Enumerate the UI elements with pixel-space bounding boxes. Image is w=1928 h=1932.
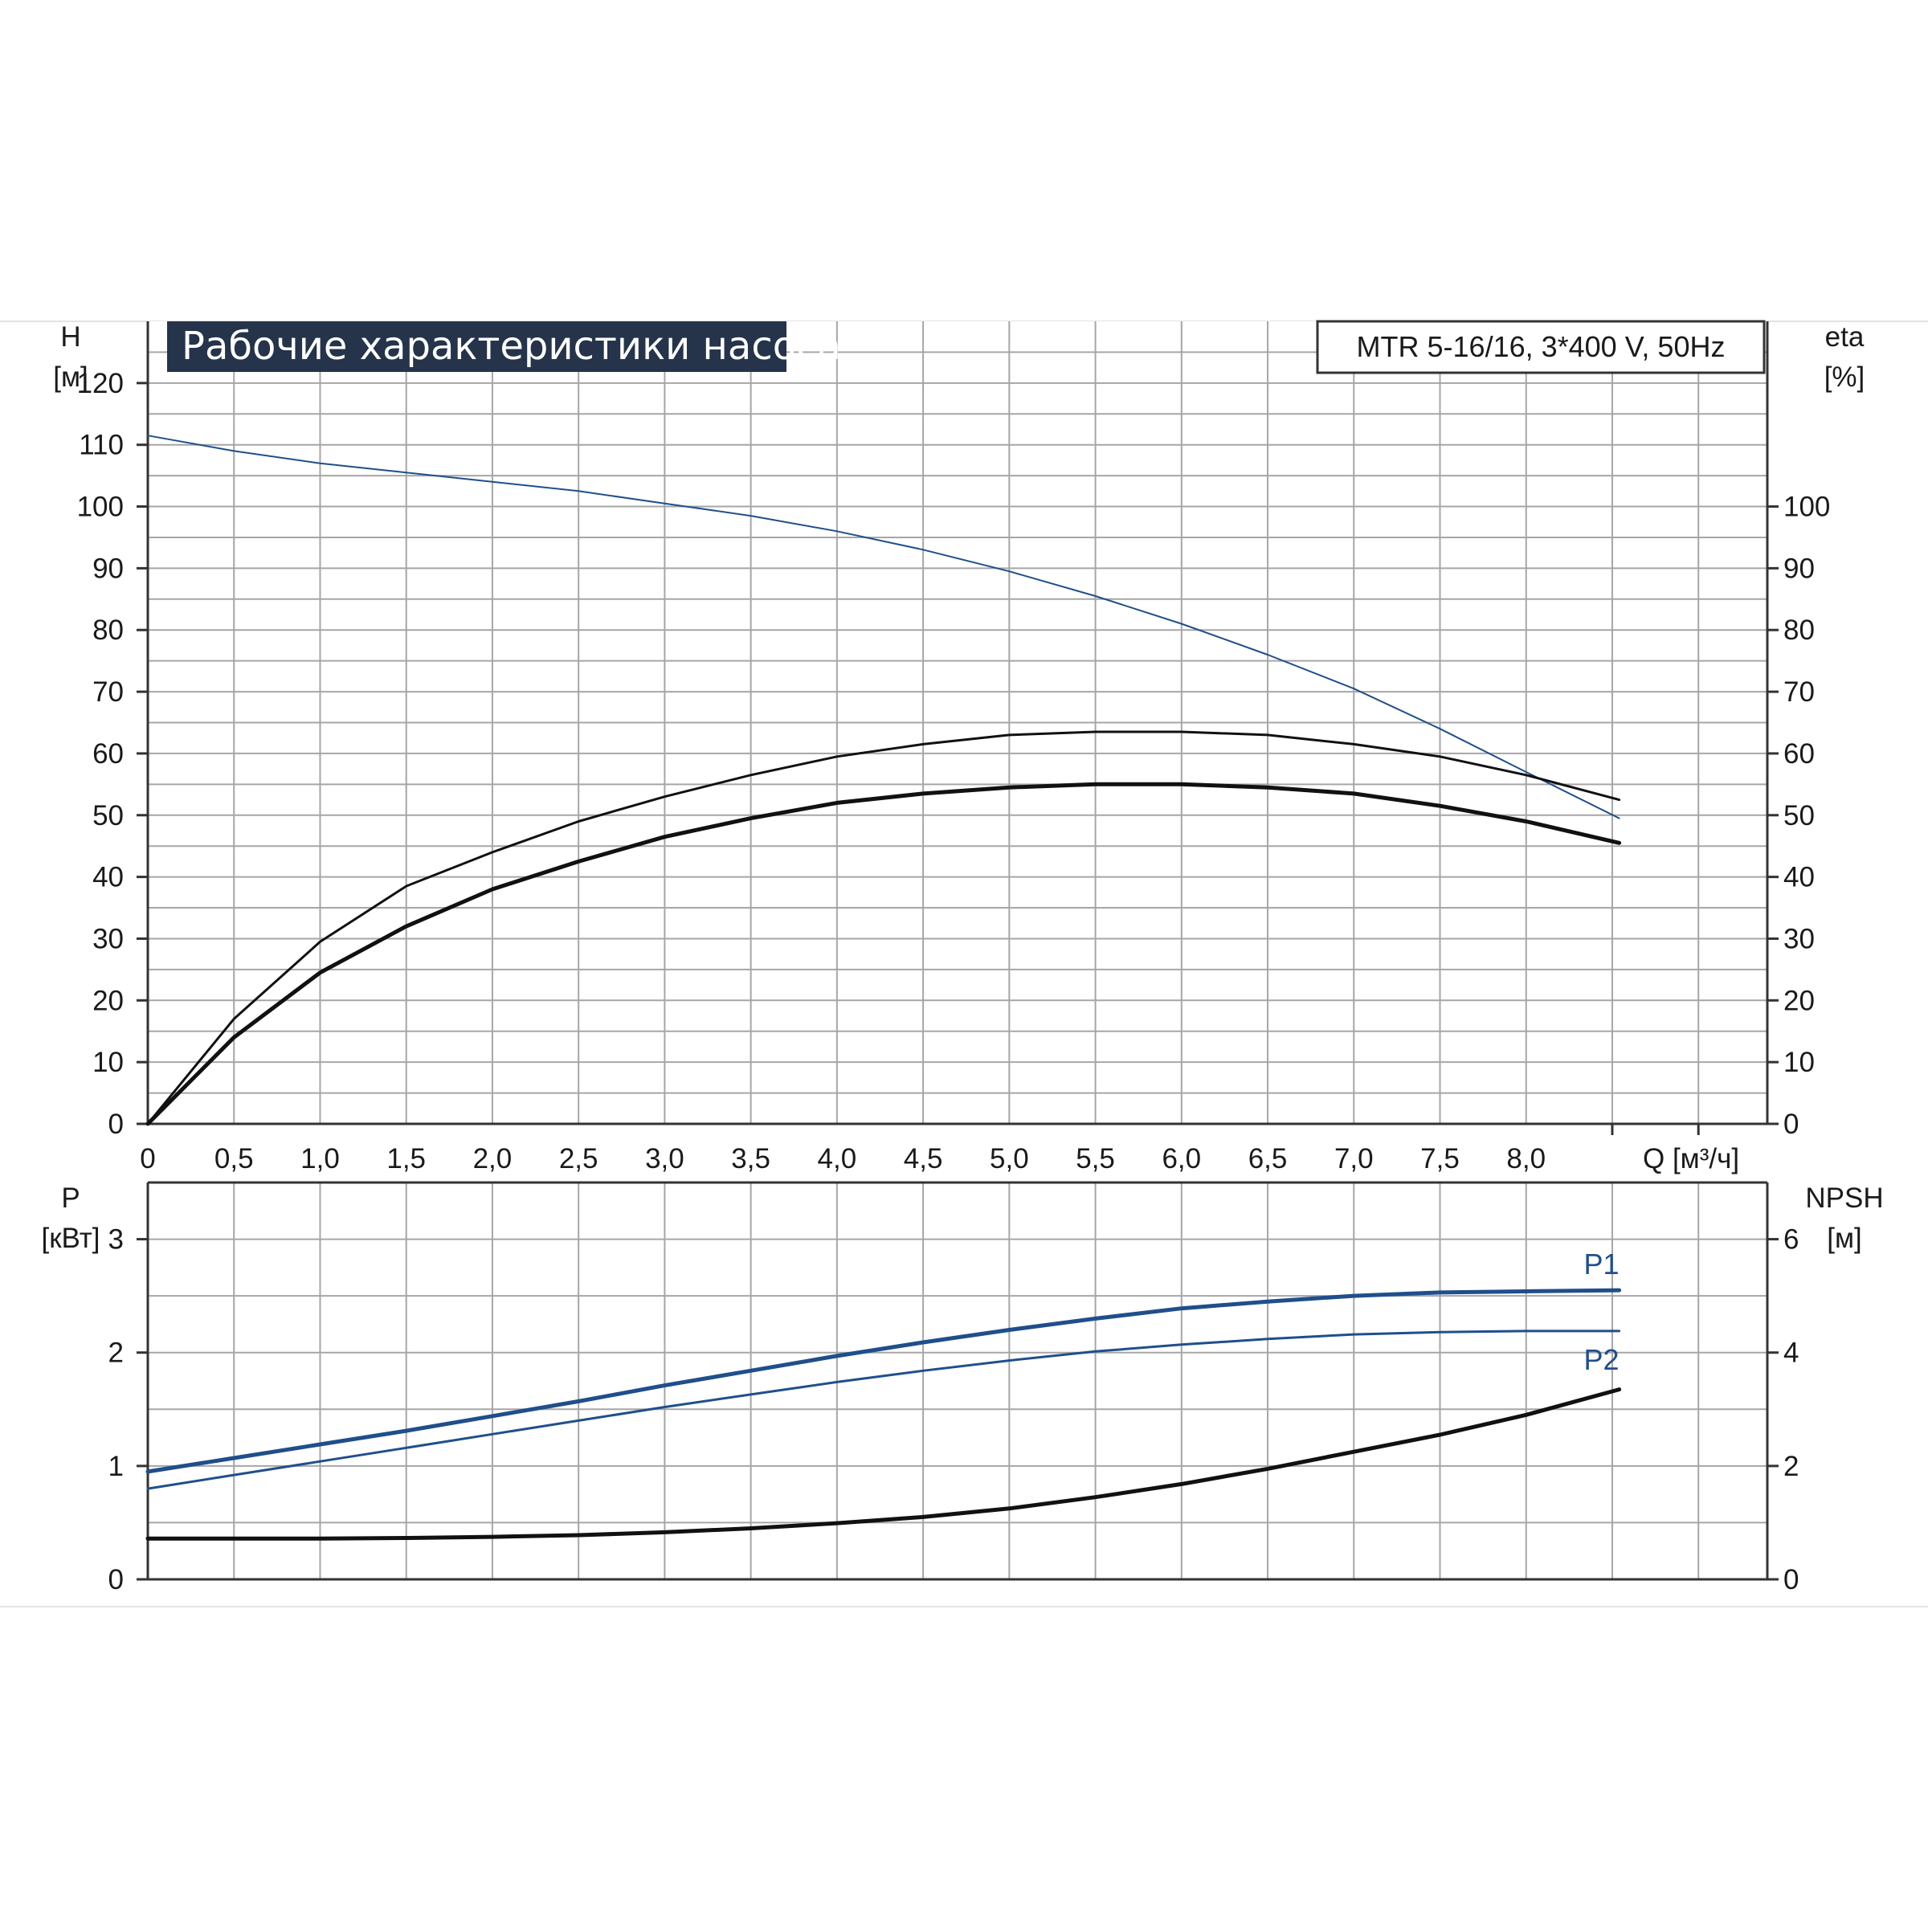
panel1-left-tick-label: 70 xyxy=(92,676,124,708)
panel1-right-tick-label: 80 xyxy=(1783,615,1815,646)
panel1-left-tick-label: 80 xyxy=(92,615,124,646)
panel2-right-axis-unit: [м] xyxy=(1827,1223,1862,1254)
panel2-left-tick-label: 0 xyxy=(108,1564,124,1595)
panel1-right-tick-label: 0 xyxy=(1783,1109,1799,1140)
panel1-right-tick-label: 10 xyxy=(1783,1047,1815,1078)
x-tick-label: 7,5 xyxy=(1420,1143,1460,1174)
panel2-curve-series-3 xyxy=(145,1387,1622,1541)
x-tick-label: 4,5 xyxy=(904,1143,943,1174)
panel2-label-p2: P2 xyxy=(1584,1343,1620,1376)
panel2-left-tick-label: 1 xyxy=(108,1451,124,1482)
panel1-left-axis-symbol: H xyxy=(60,321,80,353)
panel1-right-tick-label: 90 xyxy=(1783,553,1815,584)
panel1-right-tick-label: 100 xyxy=(1783,492,1830,523)
panel1-left-tick-label: 120 xyxy=(77,368,124,399)
x-tick-label: 1,0 xyxy=(300,1143,340,1174)
x-tick-label: 3,5 xyxy=(731,1143,770,1174)
x-tick-label: 2,5 xyxy=(559,1143,598,1174)
panel2-right-tick-label: 4 xyxy=(1783,1338,1799,1369)
panel1-left-tick-label: 0 xyxy=(108,1109,124,1140)
panel1-left-axis-unit: [м] xyxy=(53,361,88,393)
panel2-right-tick-label: 6 xyxy=(1783,1224,1799,1256)
panel2-right-axis-symbol: NPSH xyxy=(1805,1182,1883,1214)
panel1-right-tick-label: 20 xyxy=(1783,985,1815,1016)
panel1-left-tick-label: 100 xyxy=(77,492,124,523)
x-tick-label: 0 xyxy=(140,1143,155,1174)
panel2-right-tick-label: 0 xyxy=(1783,1564,1799,1595)
panel2-curve-p1 xyxy=(145,1288,1622,1474)
x-tick-label: 0,5 xyxy=(214,1143,254,1174)
panel1-right-axis-unit: [%] xyxy=(1824,361,1865,393)
x-tick-label: 5,5 xyxy=(1076,1143,1115,1174)
panel1-left-tick-label: 110 xyxy=(79,430,124,461)
panel2-right-tick-label: 2 xyxy=(1783,1451,1799,1482)
model-label-box xyxy=(1316,320,1766,374)
panel2-label-p1: P1 xyxy=(1584,1248,1620,1281)
panel1-left-tick-label: 10 xyxy=(92,1047,124,1078)
panel1-left-tick-label: 50 xyxy=(92,800,124,831)
panel1-left-tick-label: 60 xyxy=(92,738,124,770)
panel2-left-axis-unit: [кВт] xyxy=(42,1223,100,1254)
panel1-left-tick-label: 30 xyxy=(92,923,124,954)
panel2-left-tick-label: 3 xyxy=(108,1224,124,1256)
x-tick-label: 4,0 xyxy=(818,1143,857,1174)
panel1-curve-series-2 xyxy=(146,730,1621,1125)
panel1-right-tick-label: 60 xyxy=(1783,738,1815,770)
panel2-curve-p2 xyxy=(146,1330,1621,1490)
panel1-left-tick-label: 20 xyxy=(92,985,124,1016)
model-label: MTR 5-16/16, 3*400 V, 50Hz xyxy=(1357,330,1726,363)
panel1-left-tick-label: 90 xyxy=(92,553,124,584)
x-tick-label: 7,0 xyxy=(1334,1143,1374,1174)
x-tick-label: 2,0 xyxy=(473,1143,513,1174)
x-tick-label: 8,0 xyxy=(1506,1143,1546,1174)
x-axis-label: Q [м³/ч] xyxy=(1643,1143,1739,1174)
chart-title: Рабочие характеристики насоса xyxy=(182,324,841,369)
panel1-curve-series-3 xyxy=(145,782,1622,1126)
panel2-left-tick-label: 2 xyxy=(108,1338,124,1369)
panel1-right-tick-label: 30 xyxy=(1783,923,1815,954)
panel1-right-axis-symbol: eta xyxy=(1825,321,1865,353)
chart-title-box xyxy=(167,321,786,372)
panel2-left-axis-symbol: P xyxy=(61,1182,80,1214)
x-tick-label: 6,0 xyxy=(1162,1143,1201,1174)
panel1-right-tick-label: 40 xyxy=(1783,862,1815,893)
x-tick-label: 1,5 xyxy=(386,1143,426,1174)
x-tick-label: 5,0 xyxy=(990,1143,1029,1174)
x-tick-label: 3,0 xyxy=(645,1143,684,1174)
panel2-plot-area xyxy=(148,1182,1767,1579)
panel1-right-tick-label: 50 xyxy=(1783,800,1815,831)
panel1-curve-series-1 xyxy=(147,435,1620,819)
panel1-right-tick-label: 70 xyxy=(1783,676,1815,708)
x-tick-label: 6,5 xyxy=(1248,1143,1288,1174)
panel1-left-tick-label: 40 xyxy=(92,862,124,893)
